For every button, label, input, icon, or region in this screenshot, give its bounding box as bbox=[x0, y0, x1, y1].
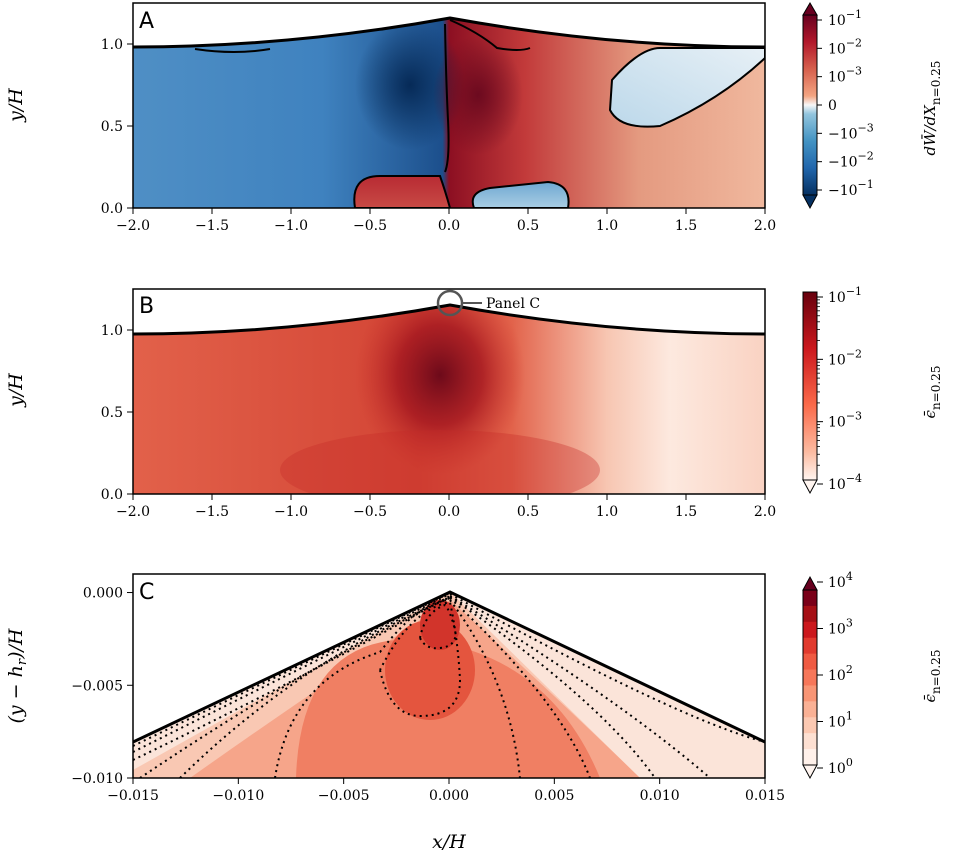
colorbar-c-segment bbox=[803, 749, 817, 766]
panel-b-xtick-label: −1.0 bbox=[274, 504, 308, 520]
colorbar-b: 10−1 10−2 10−3 10−4 ϵ̄n=0.25 bbox=[802, 285, 943, 495]
colorbar-a-tick-label: 10−2 bbox=[828, 36, 862, 57]
colorbar-c-segment bbox=[803, 605, 817, 623]
panel-c-xtick-label: 0.005 bbox=[534, 788, 574, 804]
panel-c-xtick-label: −0.015 bbox=[107, 788, 159, 804]
colorbar-c-segment bbox=[803, 669, 817, 686]
panel-a-axes: −2.0 −1.5 −1.0 −0.5 0.0 0.5 1.0 1.5 2.0 0.0 0.5 1.0 bbox=[101, 37, 776, 234]
panel-c-ytick-label: −0.005 bbox=[71, 678, 123, 694]
colorbar-a-bar bbox=[802, 14, 818, 196]
panel-b-ytick-label: 1.0 bbox=[101, 323, 123, 339]
colorbar-c-segment bbox=[803, 590, 817, 607]
colorbar-c-tick-label: 103 bbox=[828, 617, 853, 638]
colorbar-a-tick-label: 10−3 bbox=[828, 65, 862, 86]
panel-a-xtick-label: −2.0 bbox=[116, 218, 150, 234]
colorbar-b-extend-bottom bbox=[802, 479, 818, 495]
colorbar-c-segment bbox=[803, 685, 817, 702]
panel-b-ytick-label: 0.5 bbox=[101, 405, 123, 421]
panel-a-xtick-label: 0.5 bbox=[517, 218, 539, 234]
colorbar-b-label: ϵ̄n=0.25 bbox=[921, 366, 943, 419]
colorbar-c-segment bbox=[803, 621, 817, 639]
panel-c-xtick-label: 0.015 bbox=[745, 788, 785, 804]
colorbar-c-segment bbox=[803, 637, 817, 655]
panel-c-xlabel: x/H bbox=[432, 831, 466, 853]
panel-a-field bbox=[133, 3, 765, 208]
panel-b-ylabel: y/H bbox=[5, 373, 27, 408]
panel-b-xtick-label: 1.0 bbox=[596, 504, 618, 520]
colorbar-c-segment bbox=[803, 701, 817, 718]
panel-c-xtick-label: 0.000 bbox=[429, 788, 469, 804]
panel-a-xtick-label: 1.5 bbox=[675, 218, 697, 234]
panel-c-ytick-label: −0.010 bbox=[71, 771, 123, 787]
panel-a-ytick-label: 0.0 bbox=[101, 201, 123, 217]
panel-c-xtick-label: −0.010 bbox=[212, 788, 264, 804]
panel-b-label: B bbox=[139, 294, 154, 319]
colorbar-c-segment bbox=[803, 717, 817, 734]
panel-c-annotation: Panel C bbox=[486, 296, 540, 312]
colorbar-a-ticks: 10−1 10−2 10−3 0 −10−3 −10−2 −10−1 bbox=[817, 8, 874, 199]
colorbar-a: 10−1 10−2 10−3 0 −10−3 −10−2 −10−1 dW̄/dXn=0.2… bbox=[802, 2, 943, 210]
colorbar-a-tick-label: −10−2 bbox=[828, 150, 874, 171]
colorbar-c-tick-label: 104 bbox=[828, 570, 853, 591]
panel-c-axes: −0.015 −0.010 −0.005 0.000 0.005 0.010 0.0150.… bbox=[71, 586, 785, 804]
colorbar-a-tick-label: 0 bbox=[828, 98, 837, 114]
panel-c: C −0.015 −0.010 −0.005 0.000 0.005 0.010 0.015… bbox=[5, 573, 785, 853]
colorbar-c-tick-label: 102 bbox=[828, 663, 853, 684]
panel-a-xtick-label: −1.5 bbox=[195, 218, 229, 234]
panel-b-xtick-label: −0.5 bbox=[353, 504, 387, 520]
panel-c-xtick-label: 0.010 bbox=[640, 788, 680, 804]
colorbar-a-tick-label: −10−3 bbox=[828, 121, 874, 142]
colorbar-a-extend-top bbox=[802, 2, 818, 16]
colorbar-b-tick-label: 10−4 bbox=[828, 472, 862, 493]
colorbar-a-label: dW̄/dXn=0.25 bbox=[921, 61, 943, 156]
panel-a-xtick-label: −0.5 bbox=[353, 218, 387, 234]
panel-a-xtick-label: 1.0 bbox=[596, 218, 618, 234]
colorbar-c-extend-bottom bbox=[802, 764, 818, 780]
panel-a-ytick-label: 1.0 bbox=[101, 37, 123, 53]
panel-b-field bbox=[133, 289, 765, 494]
panel-a-ytick-label: 0.5 bbox=[101, 119, 123, 135]
colorbar-c-segment bbox=[803, 733, 817, 750]
panel-c-contours bbox=[133, 592, 765, 778]
panel-c-xtick-label: −0.005 bbox=[318, 788, 370, 804]
colorbar-c-tick-label: 101 bbox=[828, 710, 853, 731]
panel-a-xtick-label: −1.0 bbox=[274, 218, 308, 234]
colorbar-b-tick-label: 10−3 bbox=[828, 410, 862, 431]
colorbar-b-bar bbox=[802, 291, 818, 481]
panel-a-label: A bbox=[139, 9, 154, 34]
colorbar-b-tick-label: 10−2 bbox=[828, 347, 862, 368]
colorbar-a-extend-bottom bbox=[802, 194, 818, 210]
panel-b-xtick-label: 0.5 bbox=[517, 504, 539, 520]
panel-a-xtick-label: 0.0 bbox=[438, 218, 460, 234]
colorbar-c-segment bbox=[803, 653, 817, 671]
colorbar-a-tick-label: −10−1 bbox=[828, 178, 874, 199]
panel-b-ytick-label: 0.0 bbox=[101, 487, 123, 503]
colorbar-a-tick-label: 10−1 bbox=[828, 8, 862, 29]
panel-a-ylabel: y/H bbox=[5, 88, 27, 123]
colorbar-c-ticks: 104 103 102 101 100 bbox=[817, 570, 853, 777]
panel-b-axes: −2.0 −1.5 −1.0 −0.5 0.0 0.5 1.0 1.5 2.0 0.0 0.5 1.0 bbox=[101, 323, 776, 520]
panel-b-xtick-label: −2.0 bbox=[116, 504, 150, 520]
panel-c-label: C bbox=[139, 580, 154, 605]
panel-c-ylabel: (y − hr)/H bbox=[5, 628, 30, 723]
colorbar-b-ticks: 10−1 10−2 10−3 10−4 bbox=[817, 285, 862, 493]
colorbar-c-bar bbox=[802, 589, 818, 766]
colorbar-c-label: ϵ̄n=0.25 bbox=[921, 650, 943, 703]
panel-b-xtick-label: 1.5 bbox=[675, 504, 697, 520]
panel-c-ytick-label: 0.000 bbox=[83, 586, 123, 602]
panel-b-xtick-label: 2.0 bbox=[754, 504, 776, 520]
panel-b-xtick-label: 0.0 bbox=[438, 504, 460, 520]
panel-a: A −2.0 −1.5 −1.0 −0.5 0.0 0.5 1.0 1.5 2.0 0.0 0.5 1… bbox=[5, 2, 776, 234]
panel-b: Panel C B −2.0 −1.5 −1.0 −0.5 0.0 0.5 1.0 1.5 2.… bbox=[5, 288, 776, 520]
colorbar-c: 104 103 102 101 100 ϵ̄n=0.25 bbox=[802, 570, 943, 780]
panel-a-xtick-label: 2.0 bbox=[754, 218, 776, 234]
panel-b-xtick-label: −1.5 bbox=[195, 504, 229, 520]
panel-c-field bbox=[133, 574, 765, 778]
colorbar-c-extend-top bbox=[802, 575, 818, 591]
colorbar-b-tick-label: 10−1 bbox=[828, 285, 862, 306]
colorbar-c-tick-label: 100 bbox=[828, 756, 853, 777]
